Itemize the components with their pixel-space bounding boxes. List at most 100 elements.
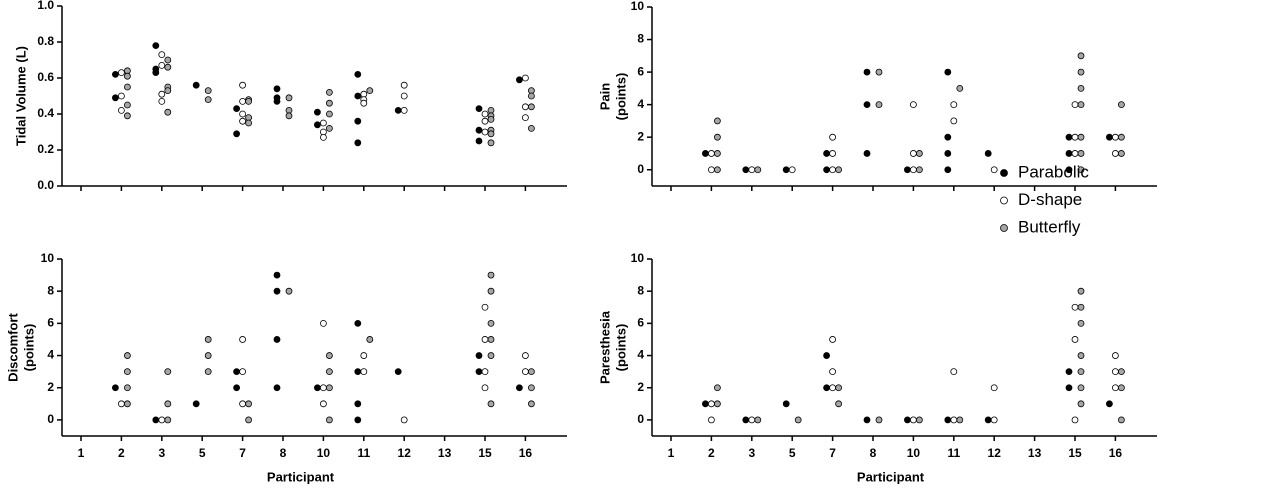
- x-tick-label: 10: [907, 446, 921, 460]
- data-point: [956, 84, 964, 92]
- data-point: [124, 368, 131, 376]
- data-point: [1106, 133, 1113, 141]
- data-point: [1077, 68, 1085, 76]
- data-point: [325, 368, 333, 376]
- data-point: [285, 94, 293, 102]
- data-point: [158, 98, 166, 105]
- data-point: [475, 105, 483, 112]
- x-tick-label: 11: [947, 446, 960, 460]
- data-point: [475, 368, 483, 376]
- x-tick-label: 12: [988, 446, 1002, 460]
- data-point: [1077, 150, 1085, 157]
- data-point: [164, 63, 172, 71]
- data-point: [1077, 133, 1085, 141]
- y-tick-label: 6: [47, 316, 54, 330]
- y-tick-label: 4: [637, 97, 644, 111]
- data-point: [481, 368, 489, 376]
- x-tick-label: 16: [519, 446, 533, 460]
- y-axis-label: (points): [613, 73, 628, 121]
- data-point: [829, 336, 836, 343]
- data-point: [1065, 166, 1073, 174]
- data-point: [354, 368, 362, 376]
- data-point: [714, 384, 721, 392]
- y-tick-label: 0.2: [37, 142, 54, 156]
- data-point: [285, 112, 293, 120]
- data-point: [910, 101, 917, 109]
- data-point: [487, 352, 495, 359]
- data-point: [950, 368, 958, 376]
- x-tick-label: 7: [239, 446, 246, 460]
- data-point: [708, 166, 715, 174]
- y-tick-label: 10: [41, 251, 55, 265]
- data-point: [702, 150, 709, 157]
- y-axis-label: Paresthesia: [597, 310, 612, 384]
- data-point: [708, 150, 715, 157]
- data-point: [124, 101, 131, 109]
- data-point: [516, 384, 523, 392]
- data-point: [1077, 384, 1085, 392]
- data-point: [829, 368, 836, 376]
- data-point: [152, 69, 160, 76]
- x-tick-label: 12: [398, 446, 412, 460]
- y-axis-label: Discomfort: [5, 313, 20, 382]
- data-point: [522, 74, 529, 82]
- data-point: [354, 71, 362, 78]
- data-point: [708, 400, 715, 408]
- x-tick-label: 5: [199, 446, 206, 460]
- y-tick-label: 2: [47, 380, 54, 394]
- data-point: [481, 128, 489, 136]
- data-point: [239, 98, 247, 105]
- data-point: [754, 416, 762, 424]
- data-point: [239, 336, 247, 343]
- x-tick-label: 5: [789, 446, 796, 460]
- data-point: [863, 416, 871, 424]
- data-point: [742, 416, 750, 424]
- data-point: [1077, 287, 1085, 295]
- data-point: [829, 133, 836, 141]
- data-point: [1065, 150, 1073, 157]
- data-point: [528, 103, 535, 111]
- data-point: [400, 92, 408, 100]
- data-point: [487, 400, 495, 408]
- data-point: [708, 416, 715, 424]
- data-point: [823, 384, 830, 392]
- data-point: [516, 76, 523, 84]
- data-point: [400, 107, 408, 114]
- data-point: [823, 166, 830, 174]
- legend-marker: [1000, 224, 1008, 232]
- data-point: [366, 336, 374, 343]
- y-tick-label: 0.6: [37, 70, 54, 84]
- data-point: [835, 400, 842, 408]
- data-point: [204, 87, 212, 94]
- data-point: [984, 150, 992, 157]
- data-point: [245, 416, 253, 424]
- data-point: [118, 69, 125, 76]
- data-point: [944, 150, 952, 157]
- data-point: [1065, 133, 1073, 141]
- data-point: [528, 384, 535, 392]
- data-point: [118, 107, 125, 114]
- data-point: [956, 416, 964, 424]
- data-point: [1077, 52, 1085, 60]
- legend-label: D-shape: [1018, 190, 1082, 209]
- data-point: [204, 96, 212, 103]
- data-point: [164, 368, 172, 376]
- data-point: [910, 150, 917, 157]
- x-tick-label: 1: [668, 446, 675, 460]
- data-point: [714, 133, 721, 141]
- data-point: [782, 166, 790, 174]
- data-point: [273, 336, 281, 343]
- y-axis-label: (points): [21, 324, 36, 372]
- y-tick-label: 8: [47, 283, 54, 297]
- data-point: [1112, 384, 1119, 392]
- data-point: [950, 101, 958, 109]
- data-point: [325, 124, 333, 132]
- data-point: [204, 336, 212, 343]
- y-axis-label: Tidal Volume (L): [13, 46, 28, 146]
- data-point: [158, 90, 166, 98]
- data-point: [823, 352, 830, 359]
- data-point: [748, 166, 756, 174]
- data-point: [944, 166, 952, 174]
- data-point: [1118, 133, 1125, 141]
- data-point: [990, 166, 998, 174]
